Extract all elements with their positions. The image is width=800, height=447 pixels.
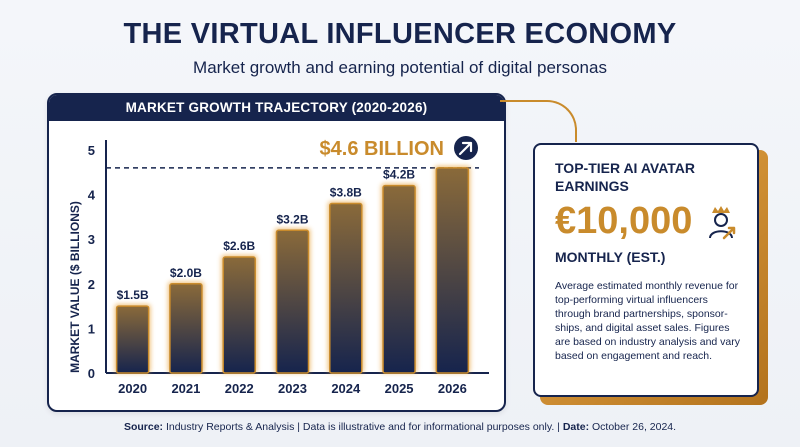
bar [275, 229, 310, 374]
bar [115, 305, 150, 374]
y-tick-label: 0 [88, 366, 95, 381]
source-text: Industry Reports & Analysis | Data is il… [163, 421, 563, 433]
x-tick-label: 2020 [118, 381, 147, 396]
y-axis-label: MARKET VALUE ($ BILLIONS) [68, 201, 82, 373]
connector-line [500, 100, 577, 142]
x-tick-label: 2025 [385, 381, 414, 396]
total-callout: $4.6 BILLION [320, 138, 444, 160]
data-label: $3.8B [330, 186, 362, 200]
bar-chart: 0 1 2 3 4 5 $1.5B 2020 $2.0B 2021 $2.6B 2022 $3.2B 20… [68, 136, 489, 396]
data-label: $2.6B [223, 239, 255, 253]
bar [169, 283, 203, 374]
bar [382, 184, 416, 374]
earnings-value: €10,000 [555, 200, 693, 242]
page-title: THE VIRTUAL INFLUENCER ECONOMY [123, 18, 677, 50]
y-tick-label: 1 [88, 321, 95, 336]
chart-panel: MARKET GROWTH TRAJECTORY (2020-2026) 0 1 2… [47, 93, 506, 412]
date-label: Date: [562, 421, 590, 433]
earnings-unit: MONTHLY (EST.) [555, 249, 666, 265]
chart-header: MARKET GROWTH TRAJECTORY (2020-2026) [49, 95, 504, 121]
y-tick-label: 4 [88, 188, 96, 203]
source-label: Source: [123, 421, 164, 433]
bar [222, 256, 256, 374]
data-label: $3.2B [276, 212, 308, 226]
x-tick-label: 2023 [278, 381, 307, 396]
footer: Source: Industry Reports & Analysis | Da… [0, 421, 800, 433]
earnings-description: Average estimated monthly revenue for to… [555, 280, 741, 362]
x-tick-label: 2026 [438, 381, 467, 396]
y-tick-label: 2 [88, 277, 95, 292]
date-text: October 26, 2024. [589, 421, 677, 433]
bar [329, 202, 363, 374]
crowned-avatar-growth-icon [709, 206, 736, 240]
y-tick-label: 3 [88, 232, 95, 247]
y-tick-label: 5 [88, 143, 95, 158]
data-label: $4.2B [383, 168, 415, 182]
x-tick-label: 2024 [331, 381, 361, 396]
data-label: $2.0B [170, 266, 202, 280]
bar [435, 167, 470, 374]
page-subtitle: Market growth and earning potential of d… [193, 58, 607, 77]
data-label: $1.5B [117, 288, 149, 302]
earnings-card: TOP-TIER AI AVATAR EARNINGS €10,000 MONT… [533, 143, 759, 397]
x-tick-label: 2022 [225, 381, 254, 396]
x-tick-label: 2021 [171, 381, 200, 396]
arrow-up-right-icon [454, 136, 478, 160]
card-title: TOP-TIER AI AVATAR EARNINGS [555, 160, 695, 194]
